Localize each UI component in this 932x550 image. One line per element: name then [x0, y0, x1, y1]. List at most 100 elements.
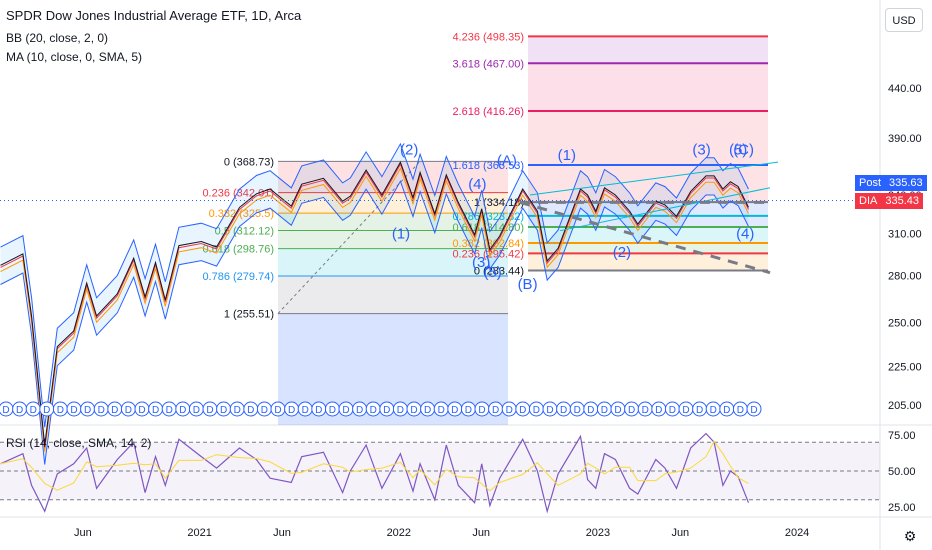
- fib-retracement-zone: [278, 213, 508, 231]
- rsi-ma-line: [0, 440, 749, 492]
- fib-retracement-zone: [278, 192, 508, 214]
- price-line: [0, 161, 749, 446]
- dividend-marker-label: D: [587, 405, 594, 416]
- dividend-marker-label: D: [546, 405, 553, 416]
- fib-retracement-zone: [278, 230, 508, 249]
- bb-indicator-legend[interactable]: BB (20, close, 2, 0): [6, 31, 109, 45]
- dividend-marker-label: D: [383, 405, 390, 416]
- elliott-wave-label: (3): [472, 254, 490, 271]
- post-tag-value: 335.63: [885, 175, 927, 191]
- channel-line-upper: [529, 161, 779, 196]
- gear-icon[interactable]: ⚙: [903, 528, 917, 544]
- time-axis-tick: 2023: [586, 527, 610, 539]
- elliott-wave-label: (1): [392, 226, 410, 243]
- dividend-marker-label: D: [669, 405, 676, 416]
- dividend-marker-label: D: [315, 405, 322, 416]
- dividend-marker-label: D: [465, 405, 472, 416]
- dividend-marker-label: D: [397, 405, 404, 416]
- fib-retracement-label: 0.786 (279.74): [202, 271, 274, 283]
- dividend-marker-label: D: [16, 405, 23, 416]
- dia-tag-value: 335.43: [881, 193, 923, 209]
- dividend-marker-label: D: [750, 405, 757, 416]
- dividend-marker-label: D: [166, 405, 173, 416]
- dividend-marker-label: D: [261, 405, 268, 416]
- time-axis-tick: 2024: [785, 527, 809, 539]
- elliott-wave-label: (3): [692, 141, 710, 158]
- dividend-marker-label: D: [478, 405, 485, 416]
- dividend-marker-label: D: [370, 405, 377, 416]
- price-axis-tick: 225.00: [888, 361, 922, 373]
- dividend-marker-label: D: [152, 405, 159, 416]
- elliott-wave-label: (A): [497, 153, 517, 170]
- fib-extension-label: 1.618 (365.53): [452, 160, 524, 172]
- dividend-marker-label: D: [125, 405, 132, 416]
- dividend-marker-label: D: [193, 405, 200, 416]
- dividend-marker-label: D: [206, 405, 213, 416]
- dividend-marker-label: D: [111, 405, 118, 416]
- dividend-marker-label: D: [234, 405, 241, 416]
- time-axis-tick: 2022: [387, 527, 411, 539]
- fib-extension-label: 3.618 (467.00): [452, 58, 524, 70]
- rsi-axis-tick: 50.00: [888, 466, 916, 478]
- dividend-marker-label: D: [737, 405, 744, 416]
- projection-dashed-line: [519, 200, 771, 275]
- price-axis-tick: 310.00: [888, 228, 922, 240]
- fib-retracement-label: 0.382 (325.5): [209, 208, 274, 220]
- dividend-marker-label: D: [492, 405, 499, 416]
- chart-title-legend: SPDR Dow Jones Industrial Average ETF, 1…: [6, 8, 302, 23]
- dividend-marker-label: D: [696, 405, 703, 416]
- fib-extension-zone: [528, 215, 768, 227]
- fib-retracement-label: 1 (255.51): [224, 309, 274, 321]
- dividend-marker-label: D: [43, 405, 50, 416]
- dividend-marker-label: D: [533, 405, 540, 416]
- fib-extension-label: 0.786 (323.32): [452, 211, 524, 223]
- dividend-marker-label: D: [2, 405, 9, 416]
- time-axis-tick: Jun: [671, 527, 689, 539]
- elliott-wave-label: (5): [483, 264, 501, 281]
- dividend-marker-label: D: [560, 405, 567, 416]
- rsi-indicator-legend[interactable]: RSI (14, close, SMA, 14, 2): [6, 436, 152, 450]
- moving-average-2-line: [0, 167, 749, 452]
- fib-extension-label: 2.618 (416.26): [452, 106, 524, 118]
- dividend-marker-label: D: [138, 405, 145, 416]
- time-axis-tick: Jun: [472, 527, 490, 539]
- fib-extension-zone: [528, 202, 768, 216]
- dividend-marker-label: D: [710, 405, 717, 416]
- dividend-marker-label: D: [424, 405, 431, 416]
- post-price-tag: Post 335.63: [855, 175, 927, 191]
- fib-extension-label: 4.236 (498.35): [452, 31, 524, 43]
- elliott-wave-label: (C): [733, 141, 754, 158]
- fib-extension-zone: [528, 226, 768, 244]
- bollinger-upper-line: [0, 142, 749, 428]
- dividend-marker-label: D: [410, 405, 417, 416]
- rsi-axis-tick: 75.00: [888, 430, 916, 442]
- time-axis-tick: Jun: [74, 527, 92, 539]
- elliott-wave-label: (4): [736, 226, 754, 243]
- dividend-marker-label: D: [628, 405, 635, 416]
- dividend-marker-label: D: [30, 405, 37, 416]
- rsi-axis-tick: 25.00: [888, 502, 916, 514]
- elliott-wave-label: (B): [518, 276, 538, 293]
- dividend-marker-label: D: [655, 405, 662, 416]
- fib-extension-zone: [528, 111, 768, 165]
- fib-retracement-label: 0.5 (312.12): [215, 226, 274, 238]
- dividend-marker-label: D: [84, 405, 91, 416]
- dividend-marker-label: D: [574, 405, 581, 416]
- dividend-marker-label: D: [519, 405, 526, 416]
- dividend-marker-label: D: [247, 405, 254, 416]
- fib-trend-line: [277, 161, 421, 314]
- ma-indicator-legend[interactable]: MA (10, close, 0, SMA, 5): [6, 50, 143, 64]
- currency-button[interactable]: USD: [885, 8, 923, 32]
- time-axis-tick: 2021: [187, 527, 211, 539]
- dividend-marker: [746, 401, 762, 417]
- elliott-wave-label: (2): [613, 244, 631, 261]
- fib-extension-zone: [528, 36, 768, 64]
- fib-extension-label: 0 (283.44): [474, 266, 524, 278]
- dividend-marker-label: D: [329, 405, 336, 416]
- price-axis-tick: 250.00: [888, 318, 922, 330]
- fib-extension-label: 1 (334.18): [474, 197, 524, 209]
- price-axis-tick: 280.00: [888, 271, 922, 283]
- fib-retracement-label: 0 (368.73): [224, 156, 274, 168]
- fib-extension-zone: [528, 243, 768, 254]
